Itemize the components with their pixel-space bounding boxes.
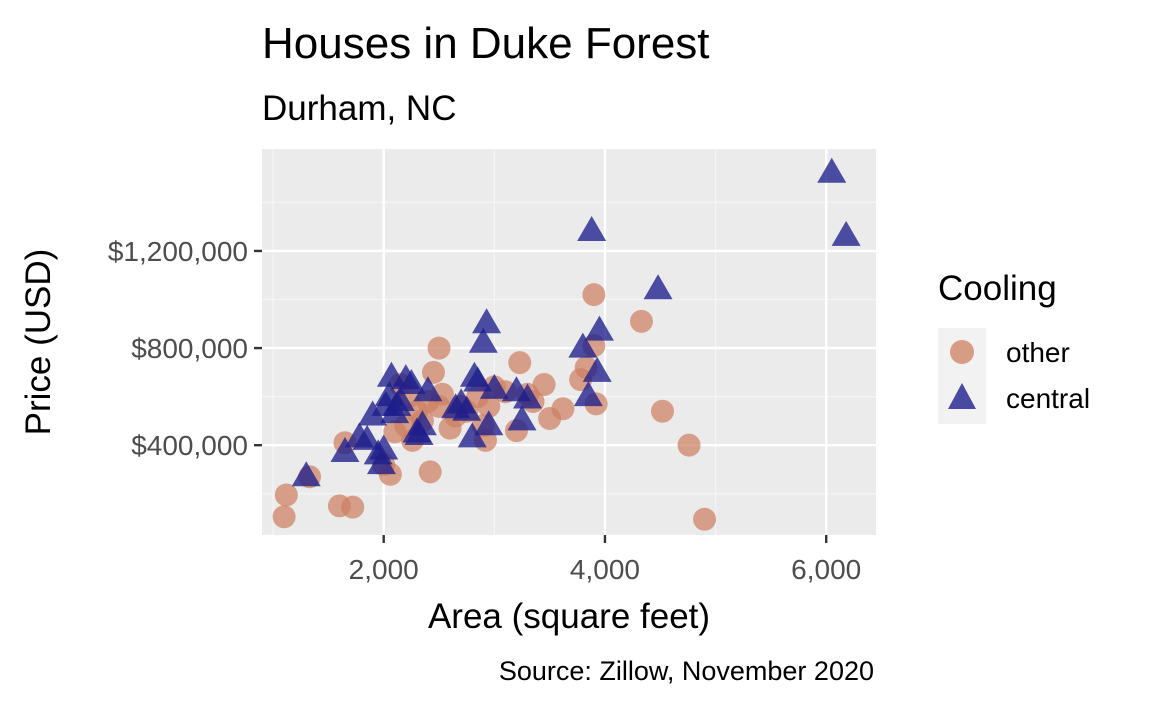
- data-point-other: [421, 360, 445, 384]
- data-point-central: [573, 381, 603, 407]
- data-point-central: [457, 422, 487, 448]
- data-point-other: [477, 394, 501, 418]
- data-point-central: [474, 410, 504, 436]
- y-axis-title: Price (USD): [19, 249, 58, 436]
- y-tick-label: $400,000: [131, 430, 248, 461]
- data-point-other: [693, 507, 717, 531]
- data-point-central: [366, 449, 396, 475]
- chart-caption: Source: Zillow, November 2020: [499, 656, 874, 686]
- data-point-central: [568, 332, 598, 358]
- data-point-central: [468, 327, 498, 353]
- legend-title: Cooling: [938, 269, 1057, 308]
- data-point-central: [582, 356, 612, 382]
- data-point-other: [272, 505, 296, 529]
- data-point-other: [418, 460, 442, 484]
- data-point-other: [629, 309, 653, 333]
- data-point-other: [582, 283, 606, 307]
- data-point-central: [577, 216, 607, 242]
- y-tick-label: $1,200,000: [108, 236, 248, 267]
- x-tick-label: 6,000: [791, 554, 861, 585]
- data-point-central: [479, 373, 509, 399]
- data-point-central: [831, 220, 861, 246]
- data-point-central: [472, 308, 502, 334]
- data-point-central: [817, 157, 847, 183]
- chart-subtitle: Durham, NC: [262, 89, 456, 128]
- data-point-central: [452, 395, 482, 421]
- chart-title: Houses in Duke Forest: [262, 19, 710, 68]
- data-point-central: [330, 436, 360, 462]
- data-point-other: [677, 433, 701, 457]
- data-point-central: [643, 274, 673, 300]
- x-axis-title: Area (square feet): [428, 597, 710, 636]
- data-point-other: [532, 372, 556, 396]
- axis-ticks: 2,000 4,000 6,000 $400,000 $800,000 $1,200,00…: [108, 236, 861, 585]
- legend-label-central: central: [1006, 383, 1090, 414]
- data-point-other: [551, 397, 575, 421]
- data-point-central: [413, 376, 443, 402]
- data-point-other: [341, 495, 365, 519]
- plot-panel: [262, 149, 876, 535]
- data-point-other: [274, 483, 298, 507]
- data-point-central: [463, 366, 493, 392]
- data-point-central: [396, 368, 426, 394]
- legend-key-central: [948, 383, 976, 409]
- data-point-central: [291, 461, 321, 487]
- data-point-central: [407, 410, 437, 436]
- data-point-central: [352, 424, 382, 450]
- data-point-other: [427, 336, 451, 360]
- data-point-central: [358, 400, 388, 426]
- data-point-central: [584, 315, 614, 341]
- data-point-central: [513, 383, 543, 409]
- legend-key-other: [950, 340, 974, 364]
- data-point-central: [385, 385, 415, 411]
- series-central: [291, 157, 861, 487]
- data-point-central: [507, 405, 537, 431]
- y-tick-label: $800,000: [131, 333, 248, 364]
- data-point-central: [369, 434, 399, 460]
- x-tick-label: 2,000: [349, 554, 419, 585]
- data-point-other: [508, 351, 532, 375]
- x-tick-label: 4,000: [570, 554, 640, 585]
- legend-label-other: other: [1006, 337, 1070, 368]
- data-point-other: [650, 399, 674, 423]
- legend: Cooling other central: [938, 269, 1090, 424]
